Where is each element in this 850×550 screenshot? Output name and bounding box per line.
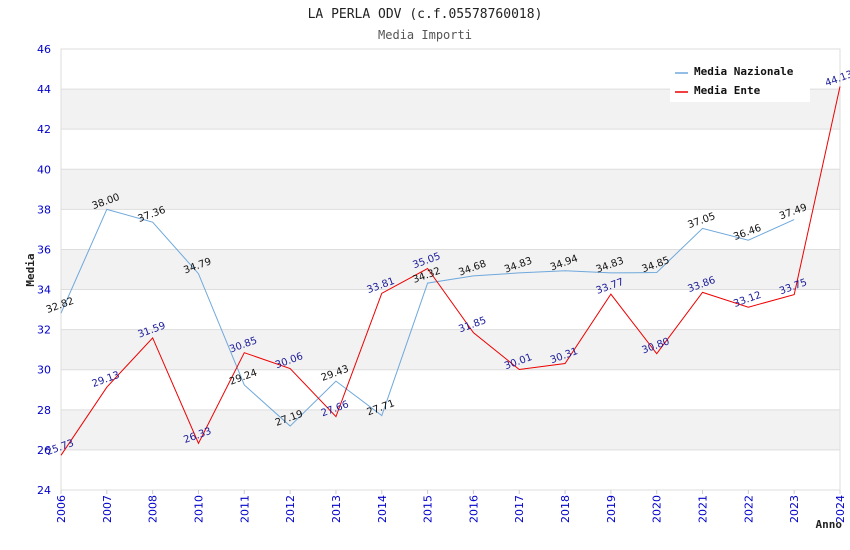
- x-tick-label: 2019: [605, 495, 618, 523]
- y-tick-label: 38: [37, 203, 51, 216]
- grid-band: [61, 169, 840, 210]
- plot-area-border: [60, 48, 841, 491]
- x-tick-label: 2023: [788, 495, 801, 523]
- y-tick-label: 24: [37, 484, 51, 497]
- x-tick-label: 2007: [101, 495, 114, 523]
- y-tick-label: 42: [37, 123, 51, 136]
- x-tick-label: 2021: [697, 495, 710, 523]
- y-tick-label: 44: [37, 83, 51, 96]
- grid-band: [61, 409, 840, 450]
- series-lines: [60, 86, 841, 456]
- x-tick-label: 2024: [834, 495, 847, 523]
- y-tick-label: 28: [37, 404, 51, 417]
- x-tick-label: 2008: [147, 495, 160, 523]
- data-label-media-nazionale: 37.05: [686, 211, 717, 231]
- legend-label-media-ente: Media Ente: [694, 84, 761, 97]
- y-axis-ticks: 24 26 28 30 32 34 36 38 40 42 44 46: [37, 43, 51, 497]
- series-line-media-ente: [60, 86, 841, 456]
- legend-box: [670, 60, 810, 102]
- data-label-media-ente: 25.73: [45, 438, 76, 458]
- x-tick-label: 2013: [330, 495, 343, 523]
- x-tick-label: 2014: [376, 495, 389, 523]
- y-axis-label: Media: [24, 253, 37, 286]
- legend-label-media-nazionale: Media Nazionale: [694, 65, 794, 78]
- series-line-media-nazionale: [60, 208, 795, 427]
- y-tick-label: 34: [37, 284, 51, 297]
- x-tick-label: 2020: [651, 495, 664, 523]
- x-tick-label: 2017: [513, 495, 526, 523]
- y-tick-label: 32: [37, 324, 51, 337]
- x-tick-label: 2006: [55, 495, 68, 523]
- x-tick-label: 2010: [192, 495, 205, 523]
- data-label-media-ente: 44.13: [824, 69, 850, 89]
- x-tick-label: 2016: [467, 495, 480, 523]
- x-tick-label: 2011: [238, 495, 251, 523]
- data-label-media-ente: 29.13: [91, 370, 122, 390]
- grid-band: [61, 329, 840, 370]
- data-label-media-nazionale: 32.82: [45, 296, 76, 316]
- x-tick-label: 2022: [742, 495, 755, 523]
- y-tick-label: 46: [37, 43, 51, 56]
- y-tick-label: 30: [37, 364, 51, 377]
- legend: Media Nazionale Media Ente: [670, 60, 810, 102]
- y-tick-label: 36: [37, 243, 51, 256]
- chart-title: LA PERLA ODV (c.f.05578760018): [308, 7, 543, 22]
- data-label-media-nazionale: 29.24: [228, 368, 259, 388]
- grid-band: [61, 249, 840, 290]
- x-axis-ticks: 2006 2007 2008 2010 2011 2012 2013 2014 2015 2016…: [55, 490, 847, 523]
- x-tick-label: 2015: [422, 495, 435, 523]
- y-tick-label: 40: [37, 163, 51, 176]
- y-tick-label: 26: [37, 444, 51, 457]
- chart-subtitle: Media Importi: [378, 28, 472, 42]
- x-axis-label: Anno: [816, 518, 843, 531]
- x-tick-label: 2012: [284, 495, 297, 523]
- x-tick-label: 2018: [559, 495, 572, 523]
- grid-bands: [61, 89, 840, 450]
